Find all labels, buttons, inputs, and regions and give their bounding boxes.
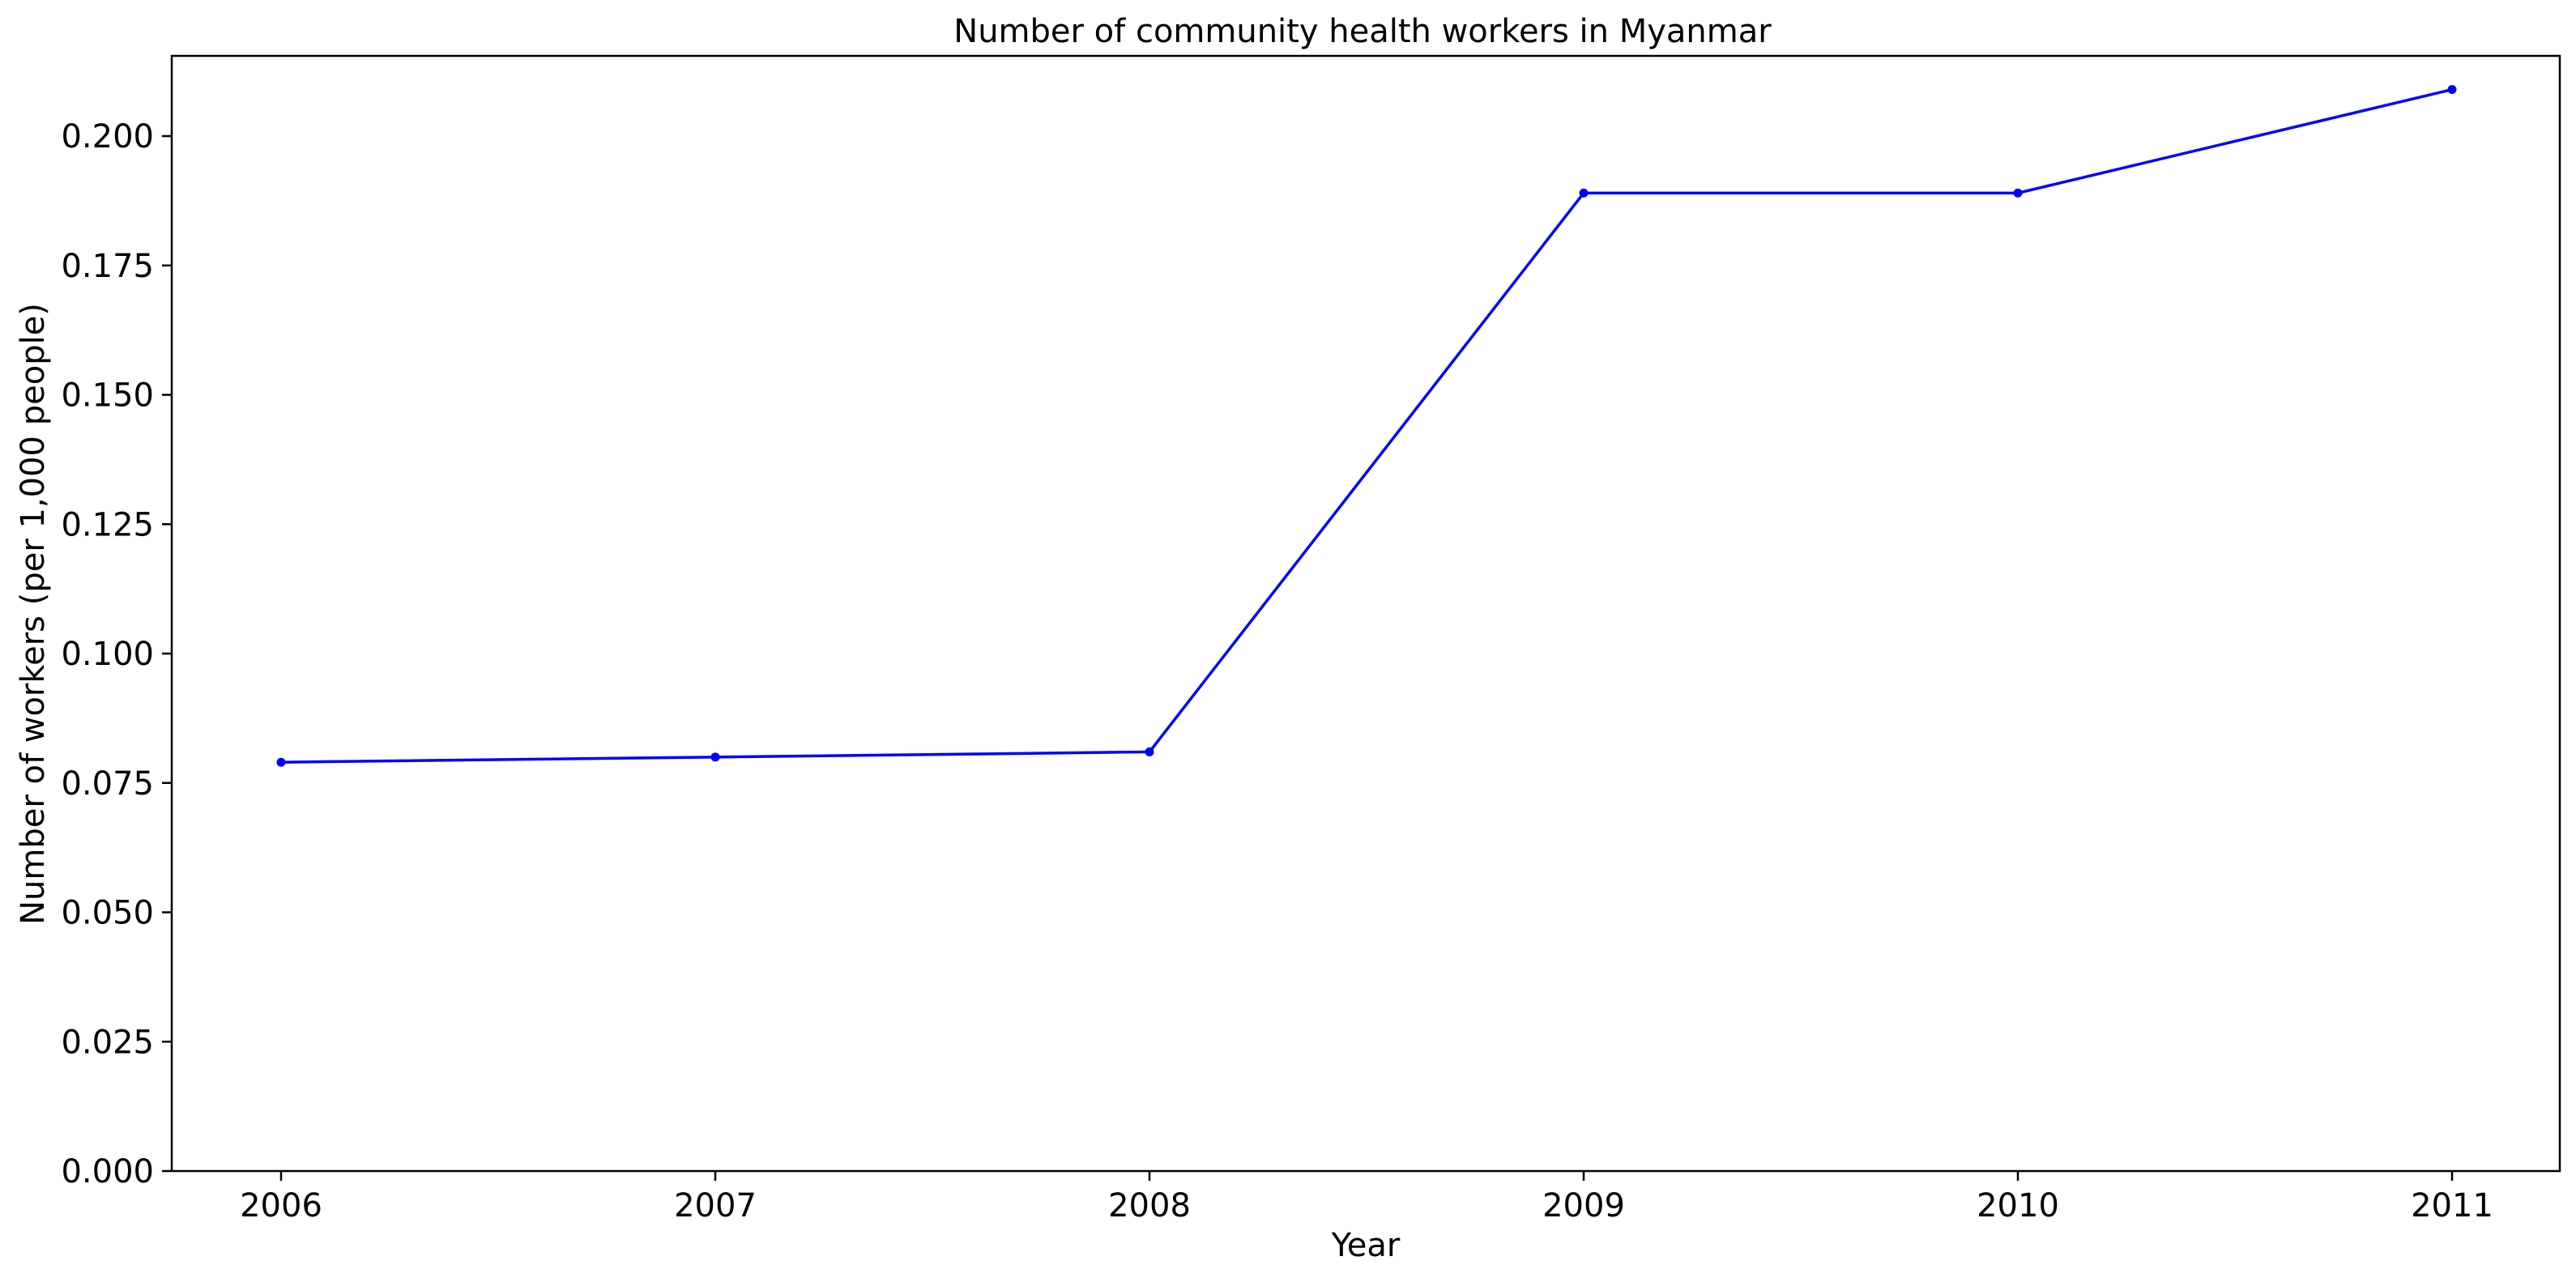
x-tick-label: 2011 [2411,1187,2493,1225]
data-point [2013,188,2023,198]
data-point [276,757,286,767]
y-tick-label: 0.150 [61,377,154,415]
y-tick-label: 0.100 [61,636,154,673]
x-axis-label: Year [1331,1227,1401,1264]
chart-title: Number of community health workers in My… [953,13,1772,50]
y-axis-label: Number of workers (per 1,000 people) [15,303,52,925]
y-tick-label: 0.200 [61,118,154,155]
x-tick-label: 2006 [240,1187,322,1225]
x-tick-label: 2009 [1542,1187,1625,1225]
plot-area: 0.000 0.025 0.050 0.075 0.100 0.125 0.150 0.175… [61,54,2561,1225]
x-tick-label: 2010 [1977,1187,2059,1225]
data-point [710,752,720,762]
y-tick-label: 0.000 [61,1153,154,1190]
x-tick-label: 2008 [1108,1187,1191,1225]
x-axis-ticks: 2006 2007 2008 2009 2010 2011 [240,1171,2493,1225]
data-point [1145,747,1154,756]
y-tick-label: 0.075 [61,765,154,803]
y-tick-label: 0.175 [61,248,154,285]
x-tick-label: 2007 [674,1187,757,1225]
y-tick-label: 0.125 [61,506,154,543]
y-tick-label: 0.025 [61,1024,154,1061]
y-axis-ticks: 0.000 0.025 0.050 0.075 0.100 0.125 0.150 0.175… [61,118,172,1190]
y-tick-label: 0.050 [61,895,154,932]
series-line [280,87,2453,764]
plot-frame [170,54,2561,1173]
data-point [2447,85,2457,95]
data-point [1579,188,1589,198]
series-group [276,85,2457,767]
